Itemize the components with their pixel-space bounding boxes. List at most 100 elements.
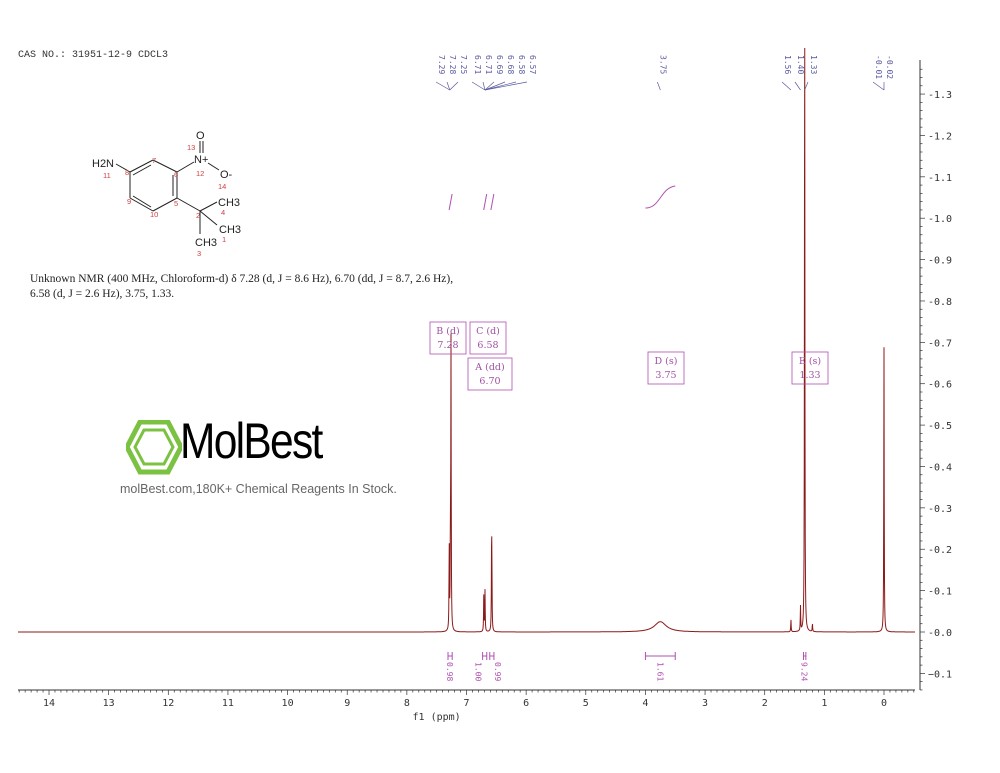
- y-tick-label: -0.6: [928, 380, 952, 391]
- multiplet-label: B (d): [436, 326, 460, 337]
- x-tick-label: 8: [404, 698, 410, 709]
- nmr-description-line1: Unknown NMR (400 MHz, Chloroform-d) δ 7.…: [30, 273, 454, 285]
- peak-label: -0.01: [874, 55, 883, 79]
- x-tick-label: 7: [463, 698, 469, 709]
- multiplet-box: [429, 321, 467, 355]
- x-tick-label: 3: [702, 698, 708, 709]
- x-tick-label: 6: [523, 698, 529, 709]
- y-tick-label: -0.8: [928, 297, 952, 308]
- x-tick-label: 12: [162, 698, 174, 709]
- multiplet-box: [469, 321, 507, 355]
- atom-number: 6: [174, 170, 178, 179]
- peak-label-connector: [482, 81, 486, 91]
- x-tick-label: 11: [222, 698, 234, 709]
- x-tick-label: 4: [642, 698, 648, 709]
- multiplet-value: 1.33: [799, 370, 820, 381]
- peak-label: 3.75: [658, 55, 667, 74]
- peak-label: 6.71: [484, 55, 493, 74]
- y-tick-label: -0.2: [928, 545, 952, 556]
- multiplet-box: [467, 357, 513, 391]
- atom-number: 12: [196, 169, 204, 178]
- atom-number: 1: [222, 235, 226, 244]
- peak-label-connector: [657, 81, 661, 91]
- multiplet-label: E (s): [799, 356, 821, 367]
- integral-curve: [645, 185, 676, 209]
- integral-value: 0.99: [493, 662, 502, 681]
- peak-label: 6.68: [506, 55, 515, 74]
- x-tick-label: 10: [282, 698, 294, 709]
- nmr-description-line2: 6.58 (d, J = 2.6 Hz), 3.75, 1.33.: [30, 288, 175, 300]
- atom-nitrogen: N+: [194, 154, 208, 166]
- y-tick-label: -0.5: [928, 421, 952, 432]
- peak-label: -0.02: [885, 55, 894, 79]
- peak-label-connector: [449, 81, 459, 91]
- x-tick-label: 13: [103, 698, 115, 709]
- peak-label-connector: [471, 81, 486, 91]
- y-tick-label: -0.0: [928, 628, 952, 639]
- peak-label-connector: [781, 81, 792, 91]
- atom-methyl-3: CH3: [195, 237, 217, 249]
- y-tick-label: -0.7: [928, 338, 952, 349]
- molbest-logo-icon: [126, 420, 182, 475]
- integral-value: 1.00: [474, 662, 483, 681]
- peak-label-connector: [484, 81, 495, 91]
- atom-number: 14: [218, 182, 226, 191]
- multiplet-label: D (s): [655, 356, 678, 367]
- atom-oxygen-minus: O-: [220, 169, 233, 181]
- atom-number: 7: [152, 156, 156, 165]
- peak-label: 6.71: [473, 55, 482, 74]
- watermark-tagline: molBest.com,180K+ Chemical Reagents In S…: [120, 482, 397, 496]
- peak-label-connector: [446, 81, 451, 91]
- peak-label: 7.28: [448, 55, 457, 74]
- peak-label-connector: [484, 81, 506, 91]
- atom-amine: H2N: [92, 158, 114, 170]
- y-tick-label: -0.4: [928, 462, 952, 473]
- x-tick-label: 0: [881, 698, 887, 709]
- multiplet-value: 6.58: [477, 340, 498, 351]
- integral-value: 9.24: [800, 662, 809, 681]
- x-tick-label: 1: [821, 698, 827, 709]
- y-tick-label: −0.1: [928, 669, 952, 680]
- peak-label-connector: [484, 81, 528, 91]
- integral-curve: [483, 193, 488, 211]
- y-tick-label: -1.3: [928, 90, 952, 101]
- molecule-bonds: [115, 141, 220, 234]
- multiplet-label: C (d): [476, 326, 500, 337]
- y-tick-label: -1.1: [928, 173, 952, 184]
- atom-number: 4: [221, 208, 225, 217]
- watermark-logo-text: MolBest: [180, 413, 323, 469]
- peak-label-connector: [804, 81, 809, 91]
- y-tick-label: -0.9: [928, 256, 952, 267]
- integral-curve: [490, 193, 495, 211]
- multiplet-box: [791, 351, 829, 385]
- atom-number: 8: [125, 168, 129, 177]
- peak-label-connector: [794, 81, 801, 91]
- nmr-description: Unknown NMR (400 MHz, Chloroform-d) δ 7.…: [30, 272, 510, 302]
- integral-curve: [448, 193, 453, 211]
- atom-oxygen-top: O: [196, 130, 205, 142]
- atom-number: 2: [196, 211, 200, 220]
- x-tick-label: 9: [344, 698, 350, 709]
- integral-value: 0.98: [445, 662, 454, 681]
- atom-number: 9: [127, 197, 131, 206]
- atom-methyl-4: CH3: [218, 197, 240, 209]
- peak-label: 6.69: [495, 55, 504, 74]
- y-tick-label: -0.1: [928, 587, 952, 598]
- multiplet-label: A (dd): [474, 362, 504, 373]
- multiplet-box: [647, 351, 685, 385]
- y-tick-label: -0.3: [928, 504, 952, 515]
- peak-label-connector: [872, 81, 885, 91]
- peak-label: 7.25: [459, 55, 468, 74]
- integral-value: 1.61: [655, 662, 664, 681]
- peak-label: 1.40: [796, 55, 805, 74]
- atom-number: 5: [174, 199, 178, 208]
- peak-label: 6.57: [528, 55, 537, 74]
- atom-methyl-1: CH3: [219, 224, 241, 236]
- peak-label: 6.58: [517, 55, 526, 74]
- x-tick-label: 14: [43, 698, 55, 709]
- spectrum-line: [18, 47, 915, 633]
- x-tick-label: 2: [762, 698, 768, 709]
- atom-number: 13: [187, 143, 195, 152]
